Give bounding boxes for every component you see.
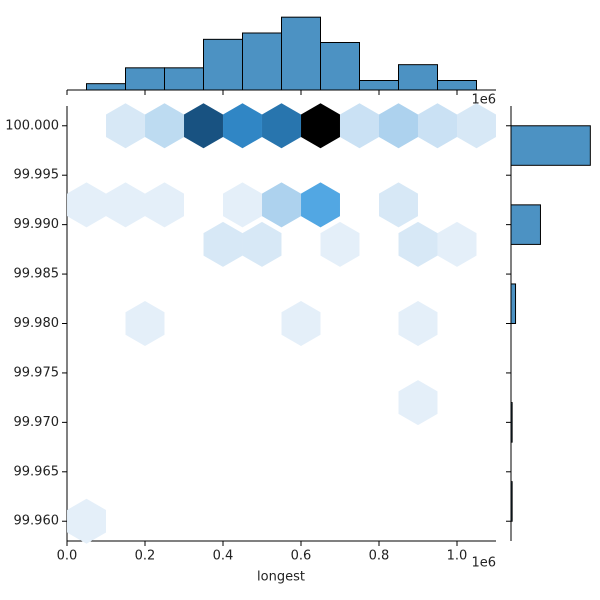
hist-bar [359,80,399,91]
hist-bar [510,204,541,245]
hist-bar [510,402,513,443]
hex-cell [398,301,438,346]
hex-cell [398,221,438,267]
x-axis-label: longest [257,570,305,585]
hist-bar [281,16,321,91]
hex-cell [106,182,145,228]
x-tick-label: 1.0 [447,549,468,564]
hex-cell [67,498,106,544]
hex-cell [262,182,301,228]
y-tick-label: 100.000 [5,118,59,133]
hex-cell [379,103,418,149]
x-tick-label: 0.0 [57,549,78,564]
y-tick-label: 99.980 [14,316,60,331]
top-offset-label: 1e6 [471,93,496,108]
hist-bar [164,67,204,91]
hist-bar [510,125,591,166]
hex-cell [340,103,379,149]
hex-cell [301,103,340,149]
x-offset-label: 1e6 [471,556,496,571]
hex-cell [203,221,243,267]
hex-cell [242,221,282,267]
hex-cell [320,221,360,267]
x-tick-label: 0.4 [213,549,234,564]
hex-cell [457,103,496,149]
x-tick-label: 0.8 [369,549,390,564]
hex-cell [398,380,438,426]
hist-bar [398,64,438,91]
hex-cell [281,301,321,346]
hist-bar [125,67,165,91]
hex-cell [67,182,106,228]
hex-cell [223,103,262,149]
y-tick-label: 99.990 [14,217,60,232]
hex-cell [437,221,477,267]
hist-bar [86,83,126,91]
hist-bar [242,32,282,91]
y-tick-label: 99.960 [14,514,60,529]
hex-cell [379,182,418,228]
y-tick-label: 99.985 [14,267,60,282]
x-tick-label: 0.6 [291,549,312,564]
y-tick-label: 99.965 [14,464,60,479]
hex-cell [184,103,223,149]
hex-cell [145,182,184,228]
hex-cell [223,182,262,228]
hex-cell [301,182,340,228]
y-tick-label: 99.975 [14,365,60,380]
y-tick-label: 99.995 [14,168,60,183]
hex-cell [418,103,457,149]
x-tick-label: 0.2 [135,549,156,564]
y-tick-label: 99.970 [14,415,60,430]
hex-cell [106,103,145,149]
hex-cell [145,103,184,149]
hist-bar [320,42,360,91]
hist-bar [510,283,517,325]
hex-cell [125,301,165,346]
hist-bar [203,38,243,91]
hex-cell [262,103,301,149]
hist-bar [510,481,513,522]
hist-bar [437,80,477,91]
